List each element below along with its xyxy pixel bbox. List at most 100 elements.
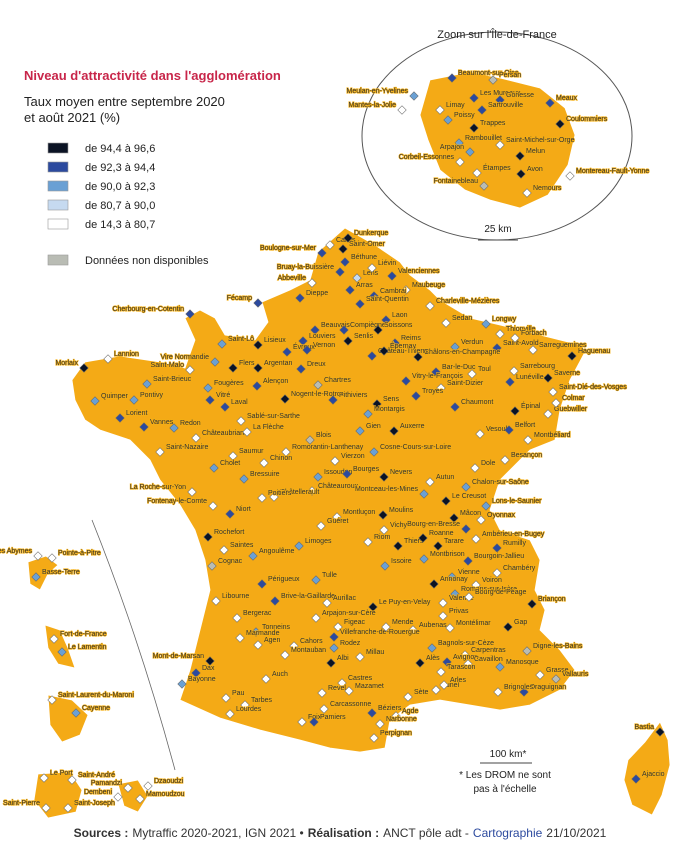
city-marker xyxy=(504,425,514,435)
city-marker xyxy=(307,278,317,288)
city-label: Saint-Quentin xyxy=(366,296,409,303)
city-marker xyxy=(311,613,321,623)
city-label: Sens xyxy=(383,396,399,403)
city-marker xyxy=(403,692,413,702)
city-marker xyxy=(379,346,389,356)
city-marker xyxy=(297,717,307,727)
city-marker xyxy=(307,486,317,496)
city-label: Brignoles xyxy=(504,684,534,691)
city-marker xyxy=(47,695,57,705)
city-label: Reims xyxy=(401,335,421,342)
city-marker xyxy=(269,492,279,502)
city-marker xyxy=(338,244,348,254)
legend-swatch xyxy=(47,142,69,154)
city-marker xyxy=(367,351,377,361)
city-marker xyxy=(305,435,315,445)
city-label: Oyonnax xyxy=(487,512,516,519)
city-label: Quimper xyxy=(101,393,129,400)
city-label: Besançon xyxy=(511,452,542,459)
city-label: Albi xyxy=(337,655,349,662)
city-marker xyxy=(296,364,306,374)
city-marker xyxy=(185,365,195,375)
city-marker xyxy=(363,537,373,547)
source-part: Sources : xyxy=(73,826,129,840)
city-label: Niort xyxy=(236,506,251,513)
city-marker xyxy=(207,561,217,571)
city-label: Épernay xyxy=(390,341,417,350)
city-label: Poitiers xyxy=(268,490,292,497)
city-marker xyxy=(471,534,481,544)
city-marker xyxy=(282,347,292,357)
city-label: Saint-Avold xyxy=(503,340,539,347)
city-marker xyxy=(143,781,153,791)
city-label: Brive-la-Gaillarde xyxy=(281,593,335,600)
city-label: Thionville xyxy=(506,326,536,333)
city-label: Périgueux xyxy=(268,576,300,583)
city-marker xyxy=(495,662,505,672)
city-marker xyxy=(302,345,312,355)
city-label: Auch xyxy=(272,671,288,678)
city-label: Alençon xyxy=(263,378,288,385)
city-label: Agde xyxy=(402,708,418,715)
city-label: Mamoudzou xyxy=(146,791,185,798)
city-label: Chalon-sur-Saône xyxy=(472,479,529,486)
city-label: Draguignan xyxy=(530,684,566,691)
city-label: Tonneins xyxy=(262,624,291,631)
city-label: Guebwiller xyxy=(554,406,588,413)
city-label: Vichy xyxy=(390,522,407,529)
city-marker xyxy=(449,513,459,523)
city-marker xyxy=(389,426,399,436)
city-marker xyxy=(492,568,502,578)
city-marker xyxy=(401,376,411,386)
city-marker xyxy=(115,413,125,423)
city-label: Agen xyxy=(264,637,280,644)
city-label: Rodez xyxy=(340,640,361,647)
city-marker xyxy=(369,291,379,301)
city-marker xyxy=(401,285,411,295)
city-label: Nogent-le-Rotrou xyxy=(291,391,345,398)
legend-label: de 80,7 à 90,0 xyxy=(85,200,155,212)
city-label: Lorient xyxy=(126,410,147,417)
city-marker xyxy=(33,551,43,561)
city-label: Aubenas xyxy=(419,622,447,629)
city-label: Pamandzi xyxy=(91,780,123,787)
city-label: Vienne xyxy=(458,569,480,576)
city-label: Flers xyxy=(239,360,255,367)
city-marker xyxy=(210,357,220,367)
city-marker xyxy=(492,343,502,353)
city-marker xyxy=(313,380,323,390)
city-label: Grasse xyxy=(546,667,569,674)
city-label: Maubeuge xyxy=(412,282,445,289)
city-label: Saint-Pierre xyxy=(3,800,40,807)
city-marker xyxy=(317,248,327,258)
city-marker xyxy=(317,688,327,698)
city-label: Cavaillon xyxy=(474,656,503,663)
city-marker xyxy=(252,381,262,391)
city-marker xyxy=(503,622,513,632)
city-label: Annonay xyxy=(440,576,468,583)
city-marker xyxy=(294,541,304,551)
city-marker xyxy=(368,602,378,612)
source-part: Mytraffic 2020-2021, IGN 2021 • xyxy=(132,826,304,840)
city-label: Compiègne xyxy=(350,322,386,329)
city-label: Guéret xyxy=(327,518,348,525)
city-marker xyxy=(450,342,460,352)
city-marker xyxy=(476,515,486,525)
city-label: Lunéville xyxy=(516,374,544,381)
city-marker xyxy=(543,409,553,419)
city-label: Bourg-de-Péage xyxy=(475,589,526,596)
city-marker xyxy=(228,363,238,373)
city-marker xyxy=(169,423,179,433)
city-marker xyxy=(435,105,445,115)
city-label: Perpignan xyxy=(380,730,412,737)
city-marker xyxy=(495,329,505,339)
guyane xyxy=(47,694,89,743)
city-marker xyxy=(328,395,338,405)
city-marker xyxy=(251,627,261,637)
city-marker xyxy=(522,646,532,656)
legend-title: Niveau d'attractivité dans l'agglomérati… xyxy=(24,68,281,83)
city-marker xyxy=(433,541,443,551)
city-label: Briançon xyxy=(538,596,566,603)
city-label: Tarbes xyxy=(251,697,273,704)
city-label: Argentan xyxy=(264,360,293,367)
